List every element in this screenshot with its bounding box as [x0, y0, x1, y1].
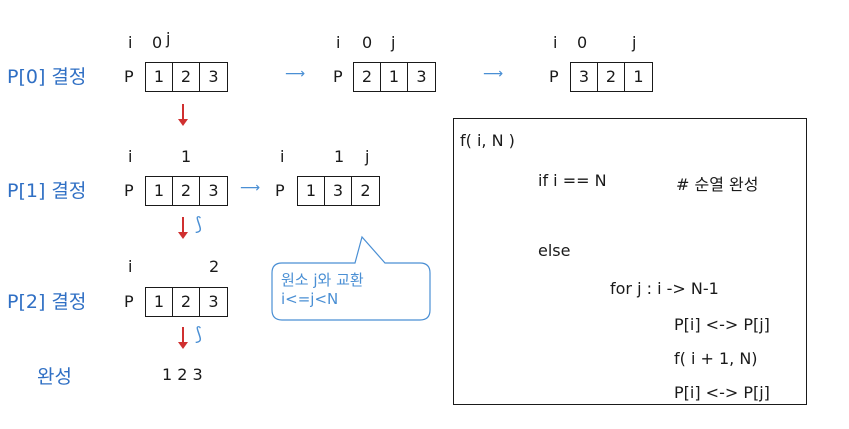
- array-cell: 1: [146, 177, 173, 205]
- array-p0-swap2: 3 2 1: [570, 62, 653, 92]
- array-cell: 3: [208, 292, 219, 311]
- array-p0-swap1: 2 1 3: [353, 62, 436, 92]
- pseudocode-box: f( i, N ) if i == N # 순열 완성 else for j :…: [453, 118, 807, 405]
- array-p1-initial: 1 2 3: [145, 176, 228, 206]
- array-p1-swap: 1 3 2: [297, 176, 380, 206]
- index-j-label: j: [391, 33, 396, 52]
- index-one-label: 1: [334, 147, 345, 166]
- index-i-label: i: [128, 147, 133, 166]
- result-permutation: 1 2 3: [162, 365, 203, 384]
- array-cell: 2: [173, 177, 200, 205]
- code-line: for j : i -> N-1: [610, 279, 719, 298]
- array-cell: 2: [173, 63, 200, 91]
- array-cell: 1: [298, 177, 325, 205]
- array-p-label: P: [124, 292, 134, 311]
- array-cell: 3: [208, 181, 219, 200]
- index-i-label: i: [336, 33, 341, 52]
- index-j-label: j: [632, 33, 637, 52]
- code-comment: # 순열 완성: [676, 175, 759, 194]
- array-cell: 2: [354, 63, 381, 91]
- arrow-down-icon: [178, 104, 188, 126]
- index-j-label: j: [365, 147, 370, 166]
- code-line: P[i] <-> P[j]: [674, 383, 770, 402]
- index-j-label: j: [166, 29, 171, 48]
- code-line: else: [538, 241, 571, 260]
- curved-return-icon: ⟆: [195, 324, 203, 345]
- index-zero-label: 0: [577, 33, 588, 52]
- index-two-label: 2: [209, 257, 220, 276]
- arrow-right-icon: ⟶: [240, 180, 261, 196]
- array-p-label: P: [124, 181, 134, 200]
- array-cell: 2: [173, 288, 200, 316]
- array-p-label: P: [124, 67, 134, 86]
- arrow-right-icon: ⟶: [285, 66, 306, 82]
- array-cell: 2: [598, 63, 625, 91]
- array-p-label: P: [549, 67, 559, 86]
- arrow-down-icon: [178, 327, 188, 349]
- array-cell: 1: [146, 63, 173, 91]
- array-p0-initial: 1 2 3: [145, 62, 228, 92]
- callout-text-line2: i<=j<N: [281, 290, 339, 308]
- step-label-p2: P[2] 결정: [7, 291, 87, 313]
- arrow-down-icon: [178, 217, 188, 239]
- array-p-label: P: [333, 67, 343, 86]
- callout-bubble: [271, 235, 431, 321]
- array-cell: 3: [416, 67, 427, 86]
- step-label-p0: P[0] 결정: [7, 66, 87, 88]
- array-cell: 1: [633, 67, 644, 86]
- index-i-label: i: [128, 257, 133, 276]
- array-cell: 1: [146, 288, 173, 316]
- array-cell: 1: [381, 63, 408, 91]
- code-line: f( i + 1, N): [674, 349, 758, 368]
- array-cell: 3: [208, 67, 219, 86]
- code-line: if i == N: [538, 171, 607, 190]
- code-line: f( i, N ): [460, 131, 515, 150]
- index-one-label: 1: [181, 147, 192, 166]
- index-zero-label: 0: [152, 33, 163, 52]
- index-zero-label: 0: [362, 33, 373, 52]
- index-i-label: i: [553, 33, 558, 52]
- arrow-right-icon: ⟶: [483, 66, 504, 82]
- index-i-label: i: [280, 147, 285, 166]
- array-cell: 3: [571, 63, 598, 91]
- array-cell: 3: [325, 177, 352, 205]
- callout-text-line1: 원소 j와 교환: [281, 271, 364, 289]
- step-label-p1: P[1] 결정: [7, 180, 87, 202]
- step-label-done: 완성: [37, 366, 72, 388]
- array-p-label: P: [275, 181, 285, 200]
- index-i-label: i: [128, 33, 133, 52]
- array-cell: 2: [360, 181, 371, 200]
- code-line: P[i] <-> P[j]: [674, 315, 770, 334]
- curved-return-icon: ⟆: [195, 214, 203, 235]
- array-p2: 1 2 3: [145, 287, 228, 317]
